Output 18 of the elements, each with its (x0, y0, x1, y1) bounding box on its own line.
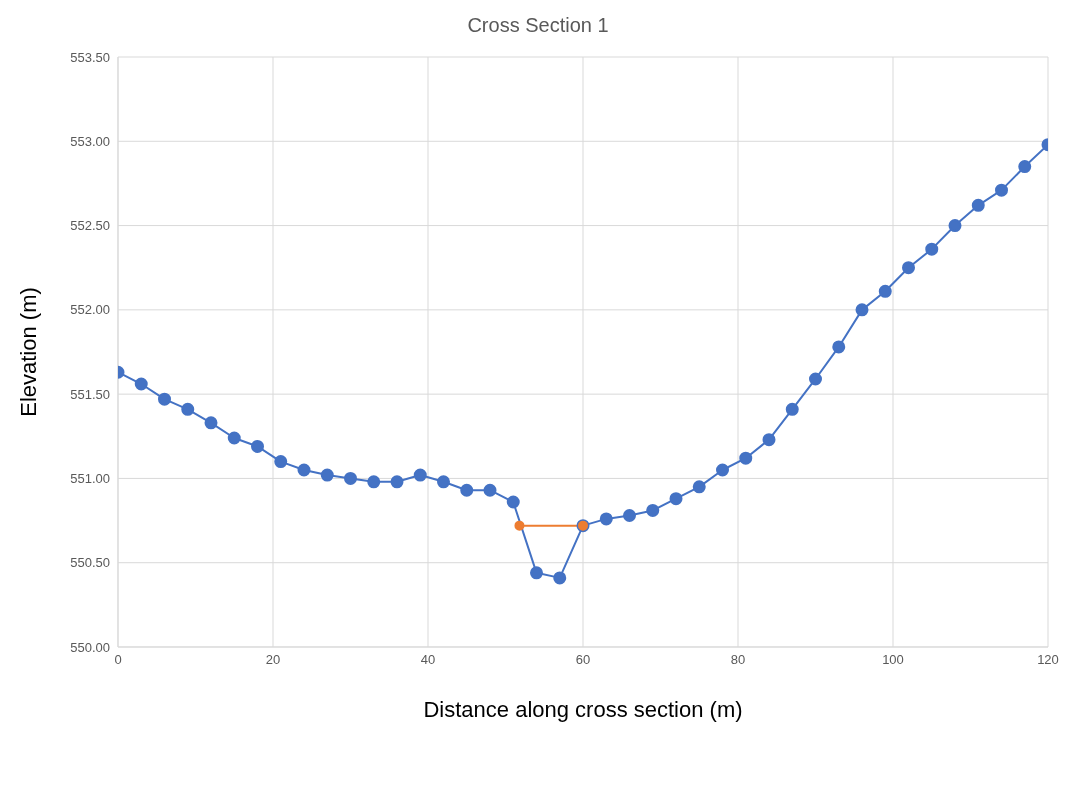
y-tick-label: 552.50 (70, 218, 110, 234)
x-tick-label: 60 (575, 652, 591, 668)
x-tick-label: 120 (1037, 652, 1059, 668)
y-tick-label: 553.50 (70, 49, 110, 65)
y-tick-label: 553.00 (70, 133, 110, 149)
y-axis-title: Elevation (m) (15, 287, 41, 417)
y-tick-label: 550.50 (70, 555, 110, 571)
x-tick-label: 100 (882, 652, 904, 668)
x-tick-label: 40 (420, 652, 436, 668)
x-axis-title: Distance along cross section (m) (423, 697, 743, 722)
x-tick-label: 20 (265, 652, 281, 668)
x-tick-label: 0 (114, 652, 122, 668)
y-tick-label: 550.00 (70, 639, 110, 655)
chart-title: Cross Section 1 (466, 13, 610, 37)
y-tick-label: 552.00 (70, 302, 110, 318)
x-tick-label: 80 (730, 652, 746, 668)
y-tick-label: 551.00 (70, 471, 110, 487)
y-tick-label: 551.50 (70, 386, 110, 402)
